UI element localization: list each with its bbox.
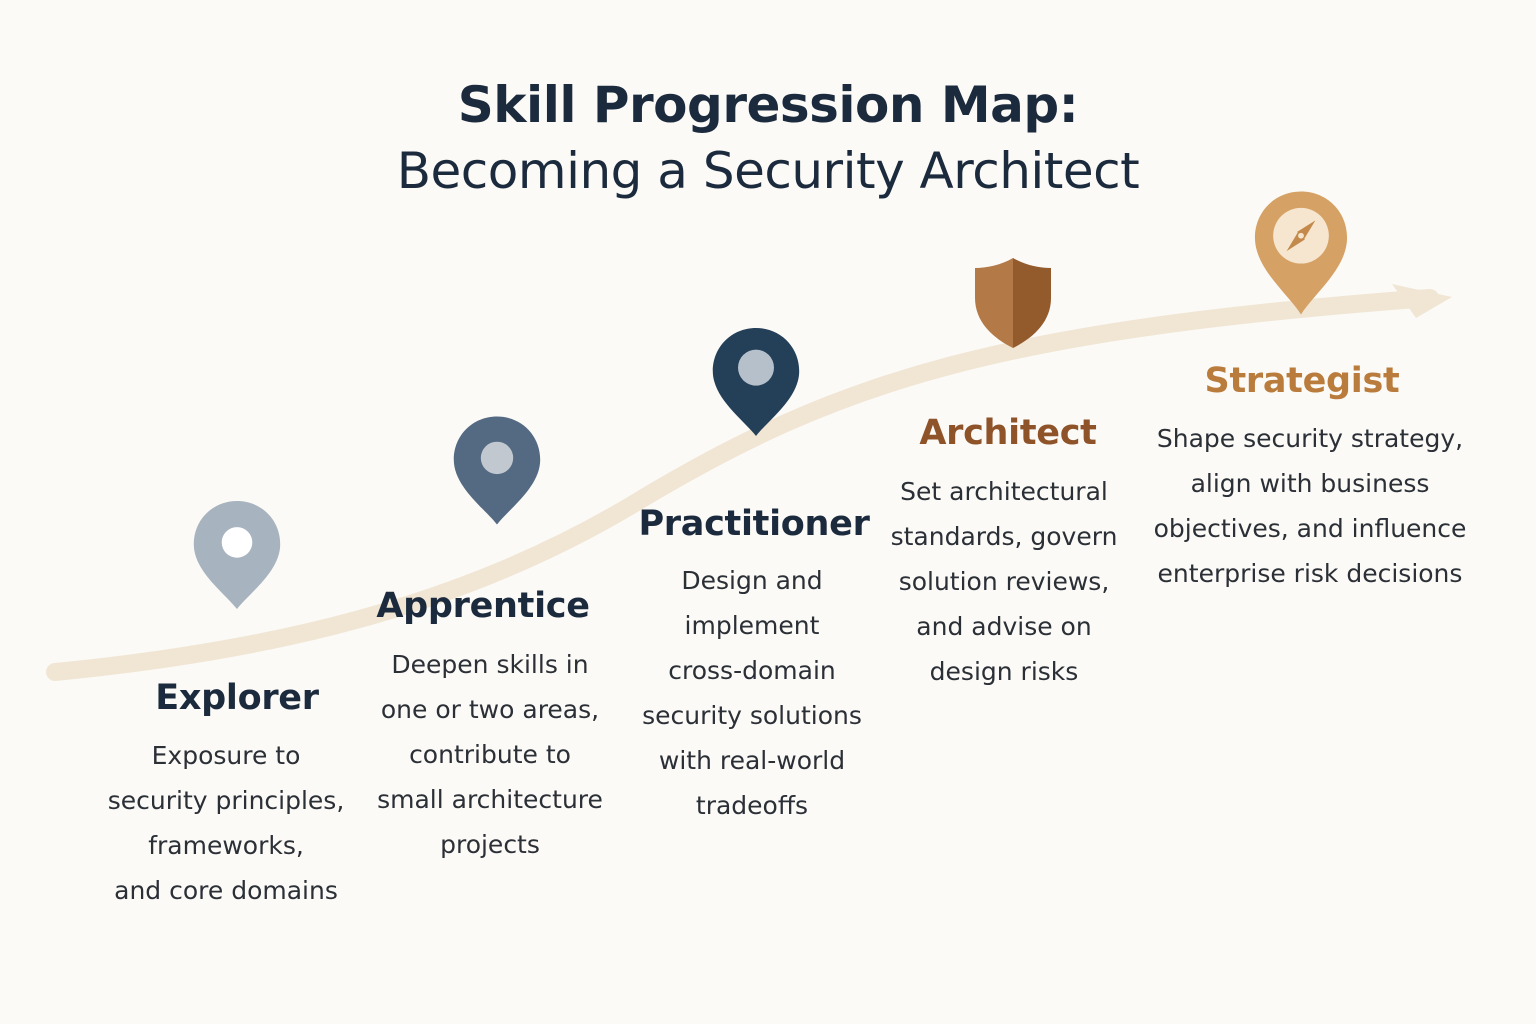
description-line: frameworks, xyxy=(148,831,304,860)
description-line: cross-domain xyxy=(668,656,836,685)
description-line: small architecture xyxy=(377,785,603,814)
compass-pin-icon xyxy=(1254,191,1348,315)
stage-description-explorer: Exposure to security principles, framewo… xyxy=(96,733,356,913)
description-line: security solutions xyxy=(642,701,862,730)
description-line: standards, govern xyxy=(890,522,1118,551)
description-line: design risks xyxy=(929,657,1079,686)
title-line-1: Skill Progression Map: xyxy=(457,76,1079,134)
description-line: Exposure to xyxy=(151,741,301,770)
location-pin-icon xyxy=(453,416,541,525)
description-line: solution reviews, xyxy=(898,567,1110,596)
description-line: align with business xyxy=(1190,469,1430,498)
description-line: security principles, xyxy=(107,786,345,815)
stage-title-explorer: Explorer xyxy=(155,678,319,718)
description-line: Shape security strategy, xyxy=(1156,424,1464,453)
stage-title-practitioner: Practitioner xyxy=(638,504,870,544)
description-line: tradeoffs xyxy=(695,791,809,820)
stage-title-apprentice: Apprentice xyxy=(376,586,590,626)
stage-description-apprentice: Deepen skills in one or two areas, contr… xyxy=(358,642,622,867)
stage-title-architect: Architect xyxy=(919,413,1097,453)
shield-icon xyxy=(975,258,1051,348)
description-line: and advise on xyxy=(916,612,1092,641)
description-line: enterprise risk decisions xyxy=(1157,559,1463,588)
location-pin-icon xyxy=(193,501,281,609)
stage-description-architect: Set architectural standards, govern solu… xyxy=(872,469,1136,694)
stage-description-strategist: Shape security strategy, align with busi… xyxy=(1150,416,1470,596)
page-title: Skill Progression Map: Becoming a Securi… xyxy=(0,72,1536,204)
description-line: Design and xyxy=(681,566,823,595)
description-line: with real-world xyxy=(658,746,846,775)
stage-title-strategist: Strategist xyxy=(1204,361,1400,401)
stage-description-practitioner: Design and implement cross-domain securi… xyxy=(620,558,884,828)
description-line: contribute to xyxy=(409,740,571,769)
location-pin-icon xyxy=(712,328,800,436)
description-line: objectives, and influence xyxy=(1153,514,1467,543)
description-line: one or two areas, xyxy=(380,695,600,724)
description-line: and core domains xyxy=(114,876,338,905)
description-line: implement xyxy=(684,611,820,640)
description-line: Set architectural xyxy=(900,477,1108,506)
description-line: Deepen skills in xyxy=(391,650,589,679)
title-line-2: Becoming a Security Architect xyxy=(396,142,1140,200)
description-line: projects xyxy=(440,830,540,859)
